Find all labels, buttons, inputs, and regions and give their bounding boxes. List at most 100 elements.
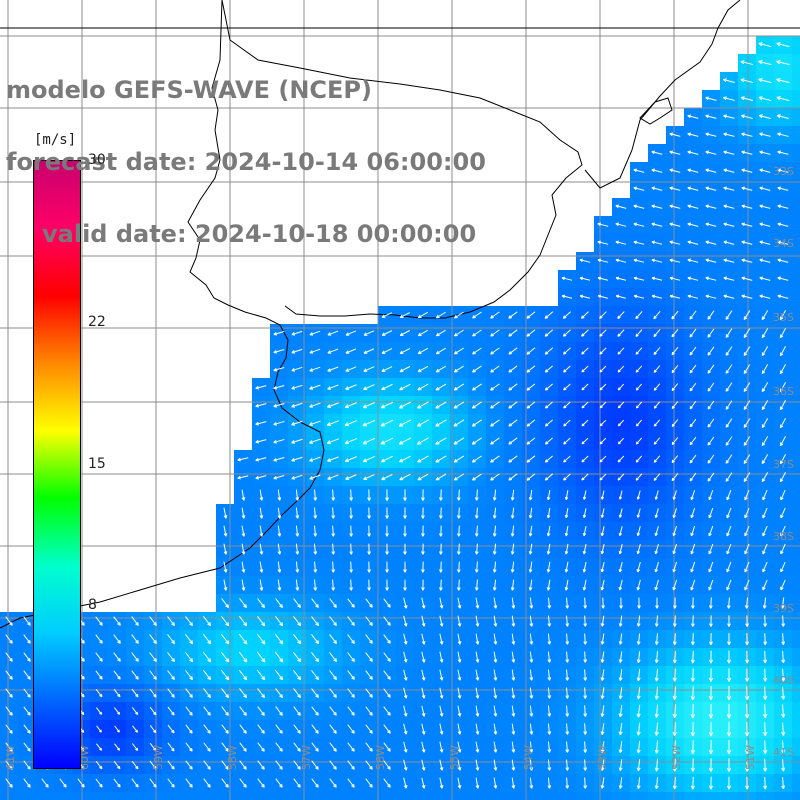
- wind-arrow: [273, 420, 285, 426]
- wind-arrow: [671, 472, 679, 482]
- wind-arrow: [23, 670, 31, 680]
- wind-arrow: [385, 579, 389, 591]
- wind-arrow: [618, 579, 623, 591]
- wind-arrow: [651, 240, 663, 245]
- wind-arrow: [741, 132, 753, 137]
- wind-arrow: [617, 347, 625, 355]
- wind-arrow: [403, 705, 408, 717]
- wind-arrow: [331, 579, 336, 591]
- field-cell: [234, 792, 252, 800]
- wind-arrow: [781, 740, 786, 754]
- wind-arrow: [403, 507, 407, 519]
- wind-arrow: [669, 276, 681, 281]
- wind-arrow: [329, 598, 337, 608]
- wind-arrow: [633, 168, 645, 173]
- wind-arrow: [435, 437, 447, 445]
- wind-arrow: [275, 778, 283, 788]
- field-cell: [792, 774, 800, 792]
- wind-arrow: [563, 473, 571, 481]
- wind-arrow: [779, 328, 787, 339]
- wind-arrow: [490, 383, 500, 391]
- wind-arrow: [708, 579, 714, 591]
- wind-arrow: [167, 670, 175, 680]
- wind-arrow: [725, 436, 733, 446]
- wind-arrow: [563, 365, 571, 373]
- wind-arrow: [653, 347, 661, 355]
- wind-arrow: [421, 579, 425, 591]
- wind-arrow: [381, 383, 393, 391]
- wind-arrow: [241, 543, 246, 555]
- field-cell: [792, 72, 800, 90]
- wind-arrow: [345, 384, 357, 390]
- wind-arrow: [439, 777, 444, 789]
- wind-arrow: [167, 616, 175, 626]
- wind-arrow: [167, 634, 176, 645]
- wind-arrow: [636, 686, 641, 700]
- wind-arrow: [671, 383, 679, 392]
- wind-arrow: [761, 346, 769, 357]
- wind-arrow: [725, 328, 733, 338]
- wind-arrow: [723, 132, 735, 137]
- wind-arrow: [672, 490, 677, 500]
- wind-arrow: [95, 688, 103, 698]
- wind-arrow: [457, 615, 462, 627]
- wind-arrow: [417, 473, 429, 481]
- wind-arrow: [292, 651, 302, 663]
- wind-arrow: [345, 330, 357, 336]
- wind-arrow: [690, 740, 696, 755]
- wind-arrow: [599, 329, 607, 337]
- wind-arrow: [526, 419, 536, 427]
- coastline-path-east: [221, 0, 583, 319]
- wind-arrow: [707, 436, 715, 446]
- wind-arrow: [581, 419, 589, 427]
- wind-arrow: [740, 78, 754, 84]
- wind-arrow: [331, 525, 336, 537]
- wind-arrow: [362, 419, 376, 427]
- wind-arrow: [344, 456, 357, 463]
- wind-arrow: [508, 383, 518, 391]
- wind-arrow: [744, 525, 750, 537]
- wind-arrow: [399, 312, 411, 318]
- wind-arrow: [600, 543, 605, 555]
- wind-arrow: [220, 651, 230, 663]
- wind-arrow: [759, 276, 771, 281]
- wind-arrow: [490, 347, 500, 355]
- wind-arrow: [528, 525, 533, 537]
- wind-arrow: [311, 760, 319, 770]
- wind-arrow: [510, 525, 515, 537]
- wind-arrow: [493, 651, 498, 663]
- wind-arrow: [759, 150, 771, 155]
- lon-label-57W: 57W: [300, 745, 313, 770]
- wind-arrow: [669, 150, 681, 155]
- wind-arrow: [635, 473, 643, 481]
- wind-arrow: [618, 777, 623, 789]
- field-cell: [792, 504, 800, 522]
- wind-arrow: [331, 543, 336, 555]
- wind-arrow: [490, 437, 500, 445]
- coastline-path: [0, 0, 325, 629]
- field-cell: [774, 792, 792, 800]
- field-cell: [540, 792, 558, 800]
- wind-arrow: [743, 346, 751, 356]
- wind-arrow: [23, 616, 31, 626]
- wind-arrow: [383, 616, 391, 626]
- wind-arrow: [582, 579, 587, 591]
- wind-arrow: [131, 778, 139, 788]
- wind-arrow: [653, 401, 661, 409]
- wind-arrow: [344, 402, 357, 409]
- wind-arrow: [583, 597, 588, 609]
- wind-arrow: [472, 347, 482, 355]
- wind-arrow: [329, 688, 337, 698]
- wind-arrow: [562, 329, 571, 337]
- wind-arrow: [672, 526, 678, 537]
- wind-arrow: [708, 721, 714, 737]
- wind-arrow: [203, 724, 211, 734]
- wind-arrow: [313, 579, 318, 591]
- field-cell: [792, 126, 800, 144]
- wind-arrow: [363, 474, 375, 481]
- wind-arrow: [435, 347, 446, 355]
- wind-arrow: [759, 222, 771, 227]
- wind-arrow: [508, 455, 518, 463]
- wind-arrow: [367, 525, 371, 537]
- wind-arrow: [311, 670, 320, 681]
